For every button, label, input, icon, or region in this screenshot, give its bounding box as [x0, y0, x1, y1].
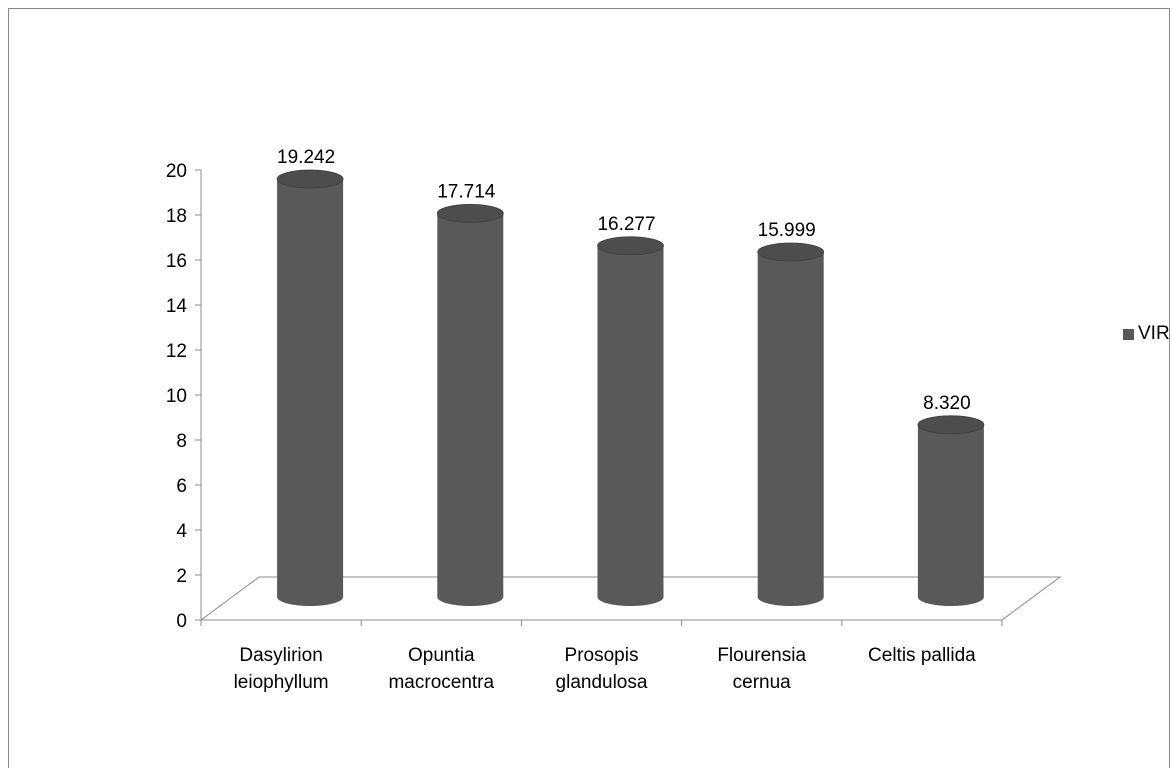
bar — [597, 236, 664, 606]
category-label: Dasylirion leiophyllum — [234, 645, 329, 693]
data-label: 19.242 — [277, 147, 335, 168]
y-tick-label: 6 — [176, 476, 187, 497]
y-tick-label: 12 — [166, 341, 187, 362]
category-label: Prosopis glandulosa — [556, 645, 648, 693]
y-tick-label: 14 — [166, 296, 188, 317]
bar-top — [276, 169, 344, 189]
bar-body — [437, 213, 504, 606]
category-label: Opuntia macrocentra — [388, 645, 494, 693]
y-tick-label: 0 — [176, 611, 187, 632]
data-label: 17.714 — [437, 181, 496, 202]
bar-top — [597, 236, 664, 256]
chart-floor — [199, 576, 1062, 621]
bar-top — [436, 204, 504, 223]
bars — [276, 169, 985, 606]
y-tick-label: 4 — [176, 521, 187, 542]
y-tick-label: 16 — [166, 251, 187, 272]
legend-swatch — [1123, 328, 1134, 340]
data-label: 15.999 — [758, 220, 816, 241]
bar — [917, 415, 985, 606]
y-axis: 0 2 4 6 8 10 12 14 16 18 20 — [166, 161, 1003, 632]
data-label: 8.320 — [923, 393, 971, 414]
labels: 19.242 Dasylirion leiophyllum 17.714 Opuntia… — [234, 147, 977, 693]
chart-frame — [8, 8, 1170, 768]
bar — [436, 204, 504, 606]
data-label: 16.277 — [597, 214, 655, 235]
bar — [276, 169, 344, 606]
bar-body — [757, 252, 824, 606]
legend-label-vir: VIR — [1138, 323, 1170, 344]
legend: VIR — [1123, 323, 1170, 345]
y-tick-label: 20 — [166, 161, 187, 182]
y-tick-label: 2 — [176, 566, 187, 587]
bar — [757, 242, 825, 606]
y-tick-label: 8 — [176, 431, 187, 452]
bar-top — [757, 242, 825, 262]
y-tick-label: 10 — [166, 386, 187, 407]
y-tick-label: 18 — [166, 206, 187, 227]
bar-body — [597, 245, 664, 606]
floor-outline — [199, 576, 1062, 621]
category-label: Flourensia cernua — [717, 645, 806, 693]
bar-top — [917, 415, 985, 435]
bar-body — [277, 179, 344, 606]
bar-body — [917, 424, 984, 606]
category-label: Celtis pallida — [868, 645, 976, 666]
